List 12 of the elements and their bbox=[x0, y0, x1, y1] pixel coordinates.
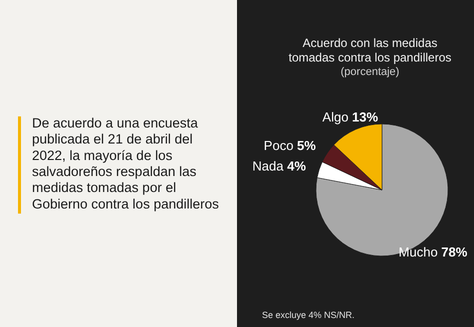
data-label: 4% bbox=[287, 158, 306, 174]
slice-label: Algo bbox=[322, 110, 352, 125]
slice-label: Poco bbox=[264, 138, 298, 154]
text: De acuerdo a una encuesta publicada el 21 de abril del 2022, la mayoría de los salvadoreños respaldan las medidas tomadas por el Gobierno contra los pandilleros bbox=[32, 115, 220, 212]
slice-label: Nada bbox=[252, 158, 288, 174]
chart-subtitle: (porcentaje) bbox=[340, 66, 400, 78]
chart-title: Acuerdo con las medidas tomadas contra los pandilleros bbox=[288, 36, 452, 64]
data-label: 13% bbox=[352, 110, 378, 125]
data-label: 5% bbox=[297, 138, 316, 154]
slice-label: Mucho bbox=[398, 244, 442, 260]
data-label: 78% bbox=[441, 244, 468, 260]
text: Se excluye 4% NS/NR. bbox=[262, 310, 355, 320]
